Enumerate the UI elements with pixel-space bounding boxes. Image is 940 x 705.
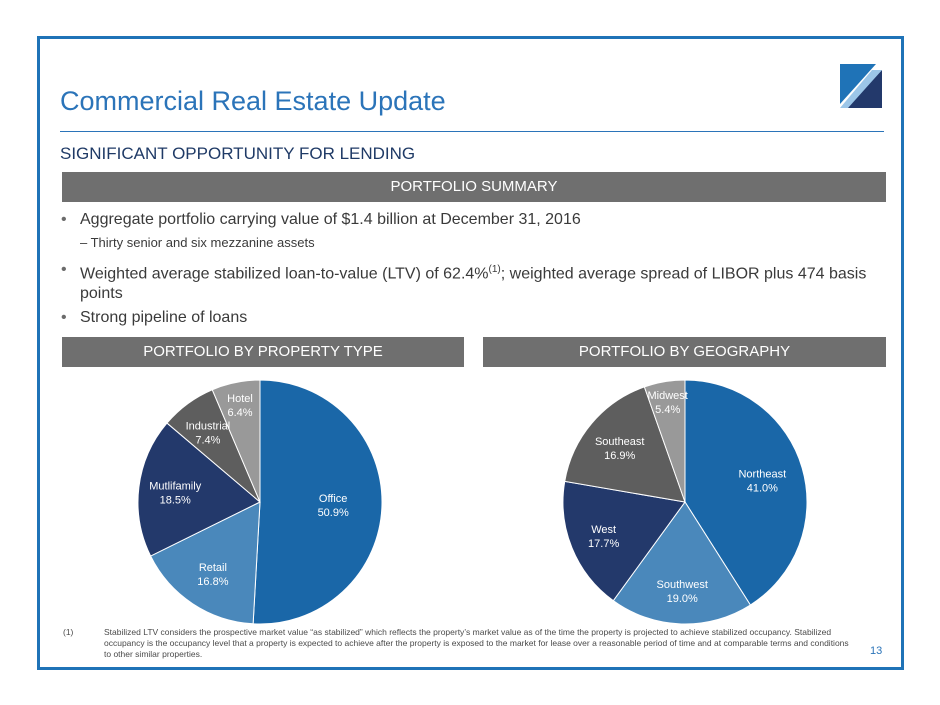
pie-value-southwest: 19.0% <box>667 593 698 605</box>
pie-value-industrial: 7.4% <box>195 434 220 446</box>
bullet-ltv: Weighted average stabilized loan-to-valu… <box>60 260 890 304</box>
bullet-ltv-text-b: ; weighted average spread of LIBOR plus … <box>80 265 867 303</box>
pie-label-midwest: Midwest <box>648 390 688 402</box>
pie-value-hotel: 6.4% <box>227 407 252 419</box>
bullet-ltv-text-a: Weighted average stabilized loan-to-valu… <box>80 265 489 283</box>
pie-value-mutlifamily: 18.5% <box>160 495 191 507</box>
pie-label-southeast: Southeast <box>595 436 645 448</box>
pie-label-industrial: Industrial <box>186 420 231 432</box>
pie-slice-northeast <box>684 379 808 606</box>
property-type-pie-chart: Office 50.9% Retail 16.8% Mutlifamily 18.5% In… <box>137 379 383 625</box>
title-divider <box>60 131 884 132</box>
pie-value-retail: 16.8% <box>197 576 228 588</box>
footnote: (1) Stabilized LTV considers the prospec… <box>63 627 858 660</box>
pie-value-northeast: 41.0% <box>747 483 778 495</box>
footnote-reference: (1) <box>488 264 501 275</box>
company-logo-icon <box>836 60 888 112</box>
pie-slice-retail <box>149 501 261 625</box>
pie-label-hotel: Hotel <box>227 393 253 405</box>
pie-slice-mutlifamily <box>137 422 261 557</box>
pie-value-office: 50.9% <box>318 507 349 519</box>
page-title: Commercial Real Estate Update <box>60 86 446 116</box>
pie-label-mutlifamily: Mutlifamily <box>149 481 201 493</box>
bullet-pipeline: Strong pipeline of loans <box>60 308 890 328</box>
pie-slice-hotel <box>211 379 261 503</box>
slide-frame <box>37 36 904 670</box>
pie-slice-midwest <box>643 379 686 503</box>
pie-value-west: 17.7% <box>588 538 619 550</box>
pie-label-southwest: Southwest <box>657 579 708 591</box>
summary-bullets: Aggregate portfolio carrying value of $1… <box>60 210 890 332</box>
pie-slice-southwest <box>612 501 752 625</box>
pie-label-northeast: Northeast <box>738 469 786 481</box>
portfolio-summary-heading: PORTFOLIO SUMMARY <box>62 172 886 202</box>
pie-label-retail: Retail <box>199 562 227 574</box>
pie-label-west: West <box>591 524 616 536</box>
pie-value-southeast: 16.9% <box>604 450 635 462</box>
pie-label-office: Office <box>319 493 348 505</box>
geography-heading: PORTFOLIO BY GEOGRAPHY <box>483 337 886 367</box>
pie-slice-office <box>252 379 383 625</box>
footnote-mark: (1) <box>63 627 74 637</box>
pie-slice-southeast <box>564 386 686 503</box>
sub-bullet-assets: – Thirty senior and six mezzanine assets <box>80 235 315 250</box>
geography-pie-chart: Northeast 41.0% Southwest 19.0% West 17.7% Sou… <box>562 379 808 625</box>
pie-slice-west <box>562 480 686 602</box>
property-type-heading: PORTFOLIO BY PROPERTY TYPE <box>62 337 464 367</box>
pie-value-midwest: 5.4% <box>655 404 680 416</box>
page-subtitle: SIGNIFICANT OPPORTUNITY FOR LENDING <box>60 144 416 163</box>
page-number: 13 <box>870 645 883 657</box>
footnote-text: Stabilized LTV considers the prospective… <box>104 627 849 659</box>
bullet-carrying-value: Aggregate portfolio carrying value of $1… <box>60 210 890 230</box>
